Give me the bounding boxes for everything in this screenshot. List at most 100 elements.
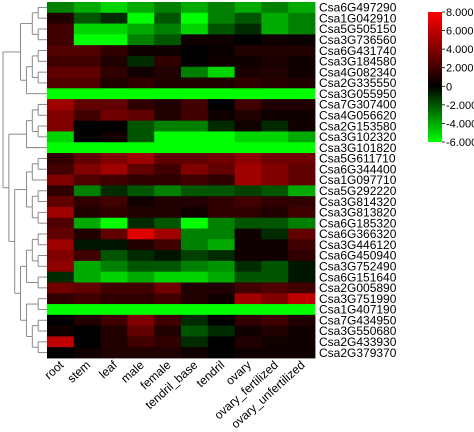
heatmap-cell — [73, 55, 101, 68]
heatmap-cell — [100, 142, 128, 154]
heatmap-cell — [288, 55, 316, 68]
heatmap-cell — [47, 131, 75, 143]
heatmap-cell — [234, 217, 262, 229]
heatmap-cell — [154, 250, 182, 262]
heatmap-cell — [154, 120, 182, 132]
heatmap-cell — [181, 174, 209, 186]
heatmap-cell — [207, 34, 235, 46]
heatmap-cell — [100, 271, 128, 283]
heatmap-cell — [181, 185, 209, 197]
heatmap-cell — [127, 120, 155, 132]
heatmap-cell — [47, 12, 75, 24]
heatmap-cell — [207, 2, 235, 14]
heatmap-cell — [181, 2, 209, 14]
heatmap-cell — [288, 131, 316, 143]
heatmap-cells — [47, 2, 316, 359]
heatmap-cell — [234, 228, 262, 240]
heatmap-cell — [100, 250, 128, 262]
heatmap-cell — [100, 304, 128, 316]
heatmap-cell — [181, 217, 209, 229]
column-label: root — [42, 357, 67, 382]
heatmap-cell — [207, 260, 235, 273]
heatmap-cell — [154, 12, 182, 24]
heatmap-cell — [100, 153, 128, 165]
heatmap-cell — [288, 228, 316, 240]
heatmap-cell — [73, 120, 101, 132]
heatmap-cell — [261, 271, 289, 283]
heatmap-cell — [207, 206, 235, 219]
heatmap-cell — [100, 66, 128, 78]
heatmap-cell — [47, 34, 75, 46]
heatmap-cell — [181, 120, 209, 132]
heatmap-cell — [207, 314, 235, 327]
heatmap-cell — [288, 239, 316, 251]
heatmap-cell — [127, 12, 155, 24]
heatmap-cell — [154, 228, 182, 240]
heatmap-cell — [47, 2, 75, 14]
heatmap-cell — [47, 282, 75, 294]
heatmap-cell — [234, 271, 262, 283]
heatmap-cell — [234, 153, 262, 165]
row-label: Csa7G434950 — [319, 313, 397, 327]
heatmap-cell — [47, 304, 75, 316]
heatmap-cell — [234, 45, 262, 57]
heatmap-cell — [181, 77, 209, 89]
heatmap-cell — [47, 293, 75, 305]
heatmap-cell — [73, 142, 101, 154]
heatmap-cell — [47, 250, 75, 262]
row-label: Csa4G056620 — [319, 108, 397, 122]
color-scale-tick-label: 8.000 — [446, 7, 474, 19]
row-label: Csa2G005890 — [319, 281, 397, 295]
heatmap-cell — [288, 12, 316, 24]
column-label: tendril — [194, 358, 228, 390]
heatmap-cell — [100, 77, 128, 89]
heatmap-cell — [261, 77, 289, 89]
heatmap-cell — [234, 185, 262, 197]
heatmap-cell — [47, 142, 75, 154]
heatmap-cell — [154, 23, 182, 35]
heatmap-cell — [207, 142, 235, 154]
heatmap-cell — [47, 23, 75, 35]
heatmap-cell — [207, 239, 235, 251]
heatmap-cell — [288, 45, 316, 57]
row-label: Csa6G497290 — [319, 1, 397, 15]
heatmap-cell — [288, 142, 316, 154]
heatmap-cell — [47, 153, 75, 165]
heatmap-cell — [73, 250, 101, 262]
color-scale-tick-label: 0 — [446, 81, 452, 93]
heatmap-cell — [181, 228, 209, 240]
row-label: Csa3G751990 — [319, 292, 397, 306]
heatmap-cell — [288, 153, 316, 165]
heatmap-cell — [73, 153, 101, 165]
heatmap-cell — [100, 99, 128, 111]
row-label: Csa4G082340 — [319, 65, 397, 79]
color-scale-tick-label: 2.000 — [446, 63, 474, 75]
heatmap-cell — [234, 55, 262, 68]
heatmap-cell — [47, 99, 75, 111]
heatmap-cell — [207, 163, 235, 176]
heatmap-cell — [234, 99, 262, 111]
heatmap-cell — [154, 153, 182, 165]
heatmap-cell — [261, 174, 289, 186]
heatmap-cell — [261, 282, 289, 294]
heatmap-cell — [261, 260, 289, 273]
heatmap-cell — [261, 239, 289, 251]
heatmap-cell — [261, 109, 289, 122]
column-label: stem — [65, 358, 94, 386]
heatmap-cell — [73, 174, 101, 186]
heatmap-cell — [127, 109, 155, 122]
heatmap-cell — [288, 185, 316, 197]
heatmap-cell — [154, 314, 182, 327]
heatmap-cell — [47, 77, 75, 89]
heatmap-cell — [207, 45, 235, 57]
heatmap-cell — [154, 174, 182, 186]
heatmap-cell — [47, 260, 75, 273]
heatmap-cell — [127, 174, 155, 186]
heatmap-cell — [261, 45, 289, 57]
heatmap-cell — [100, 88, 128, 100]
heatmap-cell — [181, 99, 209, 111]
heatmap-cell — [234, 109, 262, 122]
heatmap-cell — [288, 120, 316, 132]
heatmap-cell — [261, 293, 289, 305]
heatmap-cell — [181, 325, 209, 337]
